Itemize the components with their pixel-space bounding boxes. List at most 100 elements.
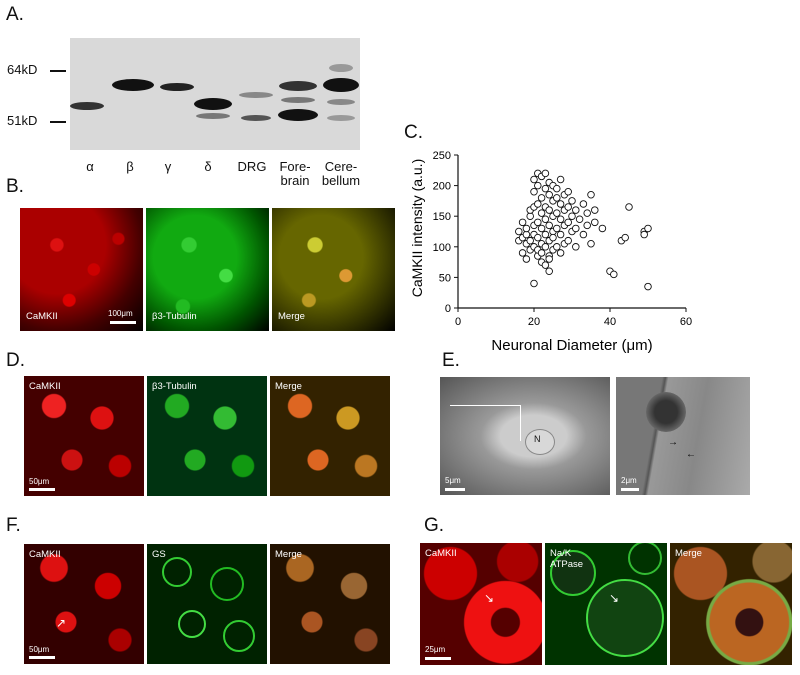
scatter-point xyxy=(530,279,538,288)
panel-d-img2-label: β3-Tubulin xyxy=(152,381,197,392)
scatter-point xyxy=(591,218,599,227)
y-tick-label: 200 xyxy=(433,181,451,193)
panel-a-label: A. xyxy=(6,4,24,25)
scatter-point xyxy=(640,230,648,239)
scatter-point xyxy=(518,249,527,257)
lane-alpha: α xyxy=(86,159,94,174)
panel-e-dense-body xyxy=(646,392,686,432)
panel-g-img3-label: Merge xyxy=(675,548,702,559)
scatter-point xyxy=(534,218,542,227)
panel-e-nucleus-label: N xyxy=(534,434,541,444)
western-blot xyxy=(70,38,360,150)
scatter-point xyxy=(644,282,652,291)
scatter-point xyxy=(553,194,561,202)
scatter-point xyxy=(526,236,534,245)
scatter-point xyxy=(575,215,584,224)
mw-tick-64 xyxy=(50,70,66,72)
scatter-point xyxy=(534,181,542,190)
scatter-point xyxy=(572,206,580,214)
lane-delta: δ xyxy=(204,159,212,174)
lane-cerebellum-line2: bellum xyxy=(321,173,361,188)
panel-g-atpase-rings xyxy=(550,543,664,657)
panel-b-img1-label: CaMKII xyxy=(26,311,58,322)
scatter-point xyxy=(541,184,550,193)
scatter-point xyxy=(564,203,572,211)
band-gamma xyxy=(160,83,194,91)
panel-e-em-zoom: → ← 2μm xyxy=(616,377,750,495)
scatter-point xyxy=(537,209,546,217)
scatter-point xyxy=(518,218,527,227)
y-tick-label: 150 xyxy=(433,211,451,223)
lane-forebrain: Fore- brain xyxy=(274,160,316,188)
scatter-point xyxy=(598,224,607,233)
scatter-point xyxy=(587,239,595,248)
panel-f-img3-label: Merge xyxy=(275,549,302,560)
scatter-point xyxy=(522,255,531,263)
scatter-ylabel: CaMKII intensity (a.u.) xyxy=(409,159,425,298)
lane-forebrain-line1: Fore- xyxy=(279,159,311,174)
panel-g-atpase-image: Na/K ATPase ↘ xyxy=(545,543,667,665)
scatter-point xyxy=(537,249,546,257)
scatter-point xyxy=(591,206,599,214)
lane-drg: DRG xyxy=(237,159,267,174)
scatter-point xyxy=(583,209,591,217)
scatter-point xyxy=(522,230,531,239)
panel-b-camkii-image: CaMKII 100μm xyxy=(20,208,143,331)
panel-g-arrow: ↘ xyxy=(484,591,495,605)
scatter-xlabel: Neuronal Diameter (μm) xyxy=(491,337,652,354)
scatter-point xyxy=(564,236,572,245)
panel-b-scale-bar xyxy=(110,321,136,324)
scatter-point xyxy=(537,194,546,202)
x-tick-label: 0 xyxy=(455,316,461,328)
mw-tick-51 xyxy=(50,121,66,123)
lane-cerebellum-line1: Cere- xyxy=(324,159,358,174)
panel-e-scale2-bar xyxy=(621,488,639,491)
scatter-point xyxy=(545,191,553,199)
scatter-point xyxy=(556,175,565,184)
scatter-point xyxy=(526,212,534,220)
panel-f-camkii-image: CaMKII ↗ 50μm xyxy=(24,544,144,664)
scatter-point xyxy=(644,224,652,233)
scatter-point xyxy=(549,233,557,242)
scatter-point xyxy=(541,169,550,178)
panel-g-img2-label-line2: ATPase xyxy=(550,559,584,570)
y-tick-label: 100 xyxy=(433,242,451,254)
panel-d-tubulin-image: β3-Tubulin xyxy=(147,376,267,496)
panel-f-img1-label: CaMKII xyxy=(29,549,61,560)
panel-e-scale1-bar xyxy=(445,488,465,491)
scatter-point xyxy=(553,243,561,251)
panel-f-gs-rings xyxy=(162,557,255,652)
panel-b-merge-image: Merge xyxy=(272,208,395,331)
x-tick-label: 60 xyxy=(680,316,692,328)
scatter-point xyxy=(545,255,553,263)
scatter-axes: 0 20 40 60 0 50 100 150 200 250 xyxy=(433,150,692,328)
lane-beta: β xyxy=(126,159,134,174)
scatter-point xyxy=(545,221,553,230)
scatter-point xyxy=(621,233,629,242)
panel-e-box-line-v xyxy=(520,405,521,441)
scatter-point xyxy=(572,243,580,251)
scatter-point xyxy=(530,187,538,196)
y-tick-label: 0 xyxy=(445,303,451,315)
panel-e-box-line xyxy=(450,405,520,406)
scatter-point xyxy=(541,230,550,239)
scatter-point xyxy=(583,221,591,230)
scatter-point xyxy=(534,200,542,208)
scatter-point xyxy=(579,200,588,208)
panel-g-label: G. xyxy=(424,515,445,536)
mw-marker-64: 64kD xyxy=(7,62,38,77)
panel-d-merge-image: Merge xyxy=(270,376,390,496)
scatter-point xyxy=(579,230,588,239)
y-tick-label: 250 xyxy=(433,150,451,162)
panel-e-arrow2: ← xyxy=(686,449,696,460)
scatter-point xyxy=(572,224,580,233)
mw-marker-51: 51kD xyxy=(7,113,38,128)
lane-gamma: γ xyxy=(164,159,172,174)
panel-f-scale-bar xyxy=(29,656,55,659)
panel-f-img2-label: GS xyxy=(152,549,166,560)
panel-b-img3-label: Merge xyxy=(278,311,305,322)
panel-f-scale-label: 50μm xyxy=(29,645,50,654)
panel-g-merge-image: Merge xyxy=(670,543,792,665)
scatter-points xyxy=(515,169,652,291)
scatter-point xyxy=(553,209,561,217)
